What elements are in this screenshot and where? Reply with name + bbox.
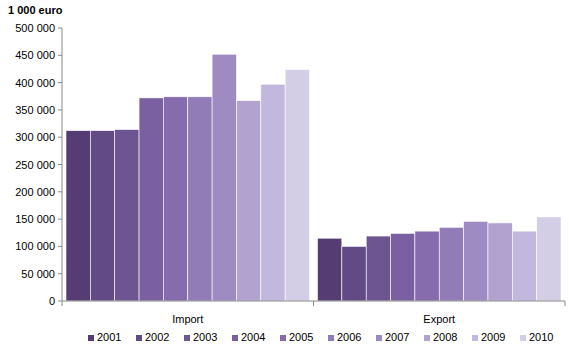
legend-label: 2006 (337, 331, 361, 343)
legend-swatch (424, 335, 430, 341)
bar (139, 98, 163, 301)
x-tick-label: Export (423, 313, 455, 325)
x-tick (565, 301, 566, 306)
legend-swatch (184, 335, 190, 341)
legend-swatch (280, 335, 286, 341)
y-tick (58, 273, 62, 274)
legend-label: 2004 (241, 331, 265, 343)
y-tick (58, 164, 62, 165)
bar (90, 131, 114, 301)
legend-swatch (376, 335, 382, 341)
legend-swatch (232, 335, 238, 341)
bar (212, 54, 236, 301)
bar (342, 246, 366, 301)
y-tick (58, 28, 62, 29)
bar (261, 84, 285, 301)
bar (285, 69, 309, 301)
legend-label: 2005 (289, 331, 313, 343)
bar (163, 97, 187, 301)
y-axis (62, 28, 63, 301)
legend-label: 2009 (481, 331, 505, 343)
y-tick (58, 55, 62, 56)
y-tick (58, 219, 62, 220)
legend-swatch (136, 335, 142, 341)
legend-swatch (328, 335, 334, 341)
y-tick (58, 301, 62, 302)
bar (488, 223, 512, 301)
y-tick-label: 250 000 (15, 159, 55, 171)
bar (512, 231, 536, 301)
bar (318, 238, 342, 301)
bar (366, 236, 390, 301)
x-tick (62, 301, 63, 306)
y-tick (58, 109, 62, 110)
bar (439, 227, 463, 301)
x-tick (313, 301, 314, 306)
bar (66, 131, 90, 301)
y-tick (58, 246, 62, 247)
y-tick-label: 500 000 (15, 22, 55, 34)
bar (236, 101, 260, 301)
bar (537, 217, 561, 301)
chart: 1 000 euro 0 50 000 100 000 150 000 200 000 25… (0, 0, 569, 359)
legend-label: 2002 (145, 331, 169, 343)
y-tick (58, 191, 62, 192)
legend-label: 2008 (433, 331, 457, 343)
legend-swatch (88, 335, 94, 341)
y-axis-label: 1 000 euro (8, 4, 63, 16)
y-tick (58, 82, 62, 83)
legend-swatch (472, 335, 478, 341)
bar (415, 231, 439, 301)
legend-label: 2010 (529, 331, 553, 343)
y-tick-label: 100 000 (15, 240, 55, 252)
y-tick-label: 350 000 (15, 104, 55, 116)
y-tick-label: 450 000 (15, 49, 55, 61)
legend-label: 2001 (97, 331, 121, 343)
bar (464, 221, 488, 301)
legend-label: 2003 (193, 331, 217, 343)
legend-label: 2007 (385, 331, 409, 343)
bars (66, 54, 561, 301)
bar (115, 130, 139, 301)
legend-swatch (520, 335, 526, 341)
y-tick-label: 50 000 (21, 268, 55, 280)
x-tick-label: Import (172, 313, 203, 325)
y-tick-label: 400 000 (15, 77, 55, 89)
y-tick (58, 137, 62, 138)
bar (391, 233, 415, 301)
y-tick-label: 0 (49, 295, 55, 307)
bar (188, 97, 212, 301)
y-tick-label: 200 000 (15, 186, 55, 198)
y-tick-label: 300 000 (15, 131, 55, 143)
y-tick-label: 150 000 (15, 213, 55, 225)
